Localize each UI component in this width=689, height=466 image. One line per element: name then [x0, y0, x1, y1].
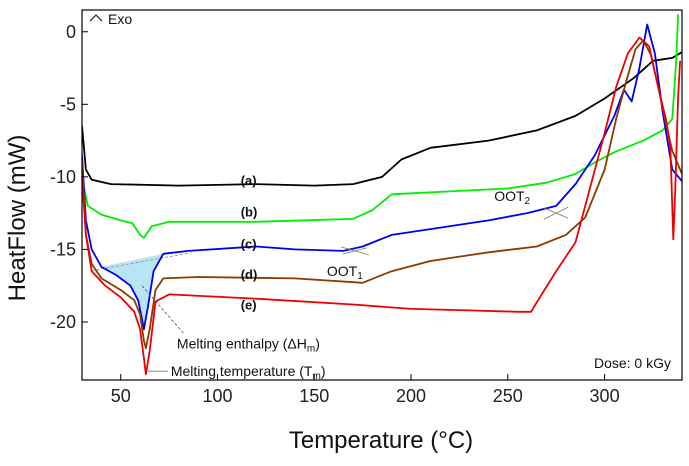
x-tick-label: 250 — [493, 386, 523, 406]
annotation-oot2: OOT2 — [494, 188, 530, 207]
annotation-melting_temp-tail: ) — [321, 363, 326, 379]
annotation-oot1-sub: 1 — [357, 271, 363, 282]
y-axis-title: HeatFlow (mW) — [4, 135, 31, 302]
y-tick-label: -5 — [60, 94, 76, 114]
enthalpy-baseline — [91, 252, 192, 272]
y-tick-label: -20 — [50, 312, 76, 332]
exo-label: Exo — [108, 11, 132, 27]
x-tick-label: 100 — [202, 386, 232, 406]
x-tick-label: 150 — [299, 386, 329, 406]
plot-frame — [81, 9, 683, 381]
x-tick-label: 200 — [396, 386, 426, 406]
series-line-c — [82, 23, 682, 331]
curve-label-d: (d) — [241, 267, 258, 282]
exo-arrow-icon — [89, 14, 103, 22]
y-tick-label: 0 — [66, 22, 76, 42]
annotation-melting_temp-main: Melting temperature (T — [171, 363, 313, 379]
curve-label-c: (c) — [241, 237, 257, 252]
enthalpy-pointer — [141, 285, 185, 334]
annotation-enthalpy-tail: ) — [315, 336, 320, 352]
x-tick-label: 300 — [590, 386, 620, 406]
annotation-melting_temp: Melting temperature (Tm) — [171, 363, 326, 382]
annotation-oot1: OOT1 — [327, 263, 363, 282]
series-line-b — [82, 14, 679, 239]
curve-label-a: (a) — [241, 173, 257, 188]
curve-label-e: (e) — [241, 298, 257, 313]
y-tick-label: -15 — [50, 239, 76, 259]
oot2-tangent-mark — [544, 206, 569, 220]
annotation-enthalpy-main: Melting enthalpy (ΔH — [177, 336, 307, 352]
annotation-enthalpy-sub: m — [307, 344, 315, 355]
annotation-oot2-main: OOT — [494, 188, 525, 204]
annotation-oot1-main: OOT — [327, 263, 358, 279]
curve-label-b: (b) — [241, 205, 258, 220]
series-line-e — [82, 36, 681, 376]
x-tick-label: 50 — [111, 386, 131, 406]
x-axis-title: Temperature (°C) — [289, 427, 473, 454]
annotation-melting_temp-sub: m — [312, 371, 320, 382]
annotation-oot2-sub: 2 — [525, 196, 531, 207]
dose-label: Dose: 0 kGy — [594, 355, 671, 371]
y-tick-label: -10 — [50, 167, 76, 187]
exo-indicator: Exo — [89, 11, 132, 27]
series-line-a — [82, 51, 682, 187]
enthalpy-area — [101, 253, 164, 330]
oot1-tangent-mark — [340, 246, 370, 256]
annotation-enthalpy: Melting enthalpy (ΔHm) — [177, 336, 320, 355]
